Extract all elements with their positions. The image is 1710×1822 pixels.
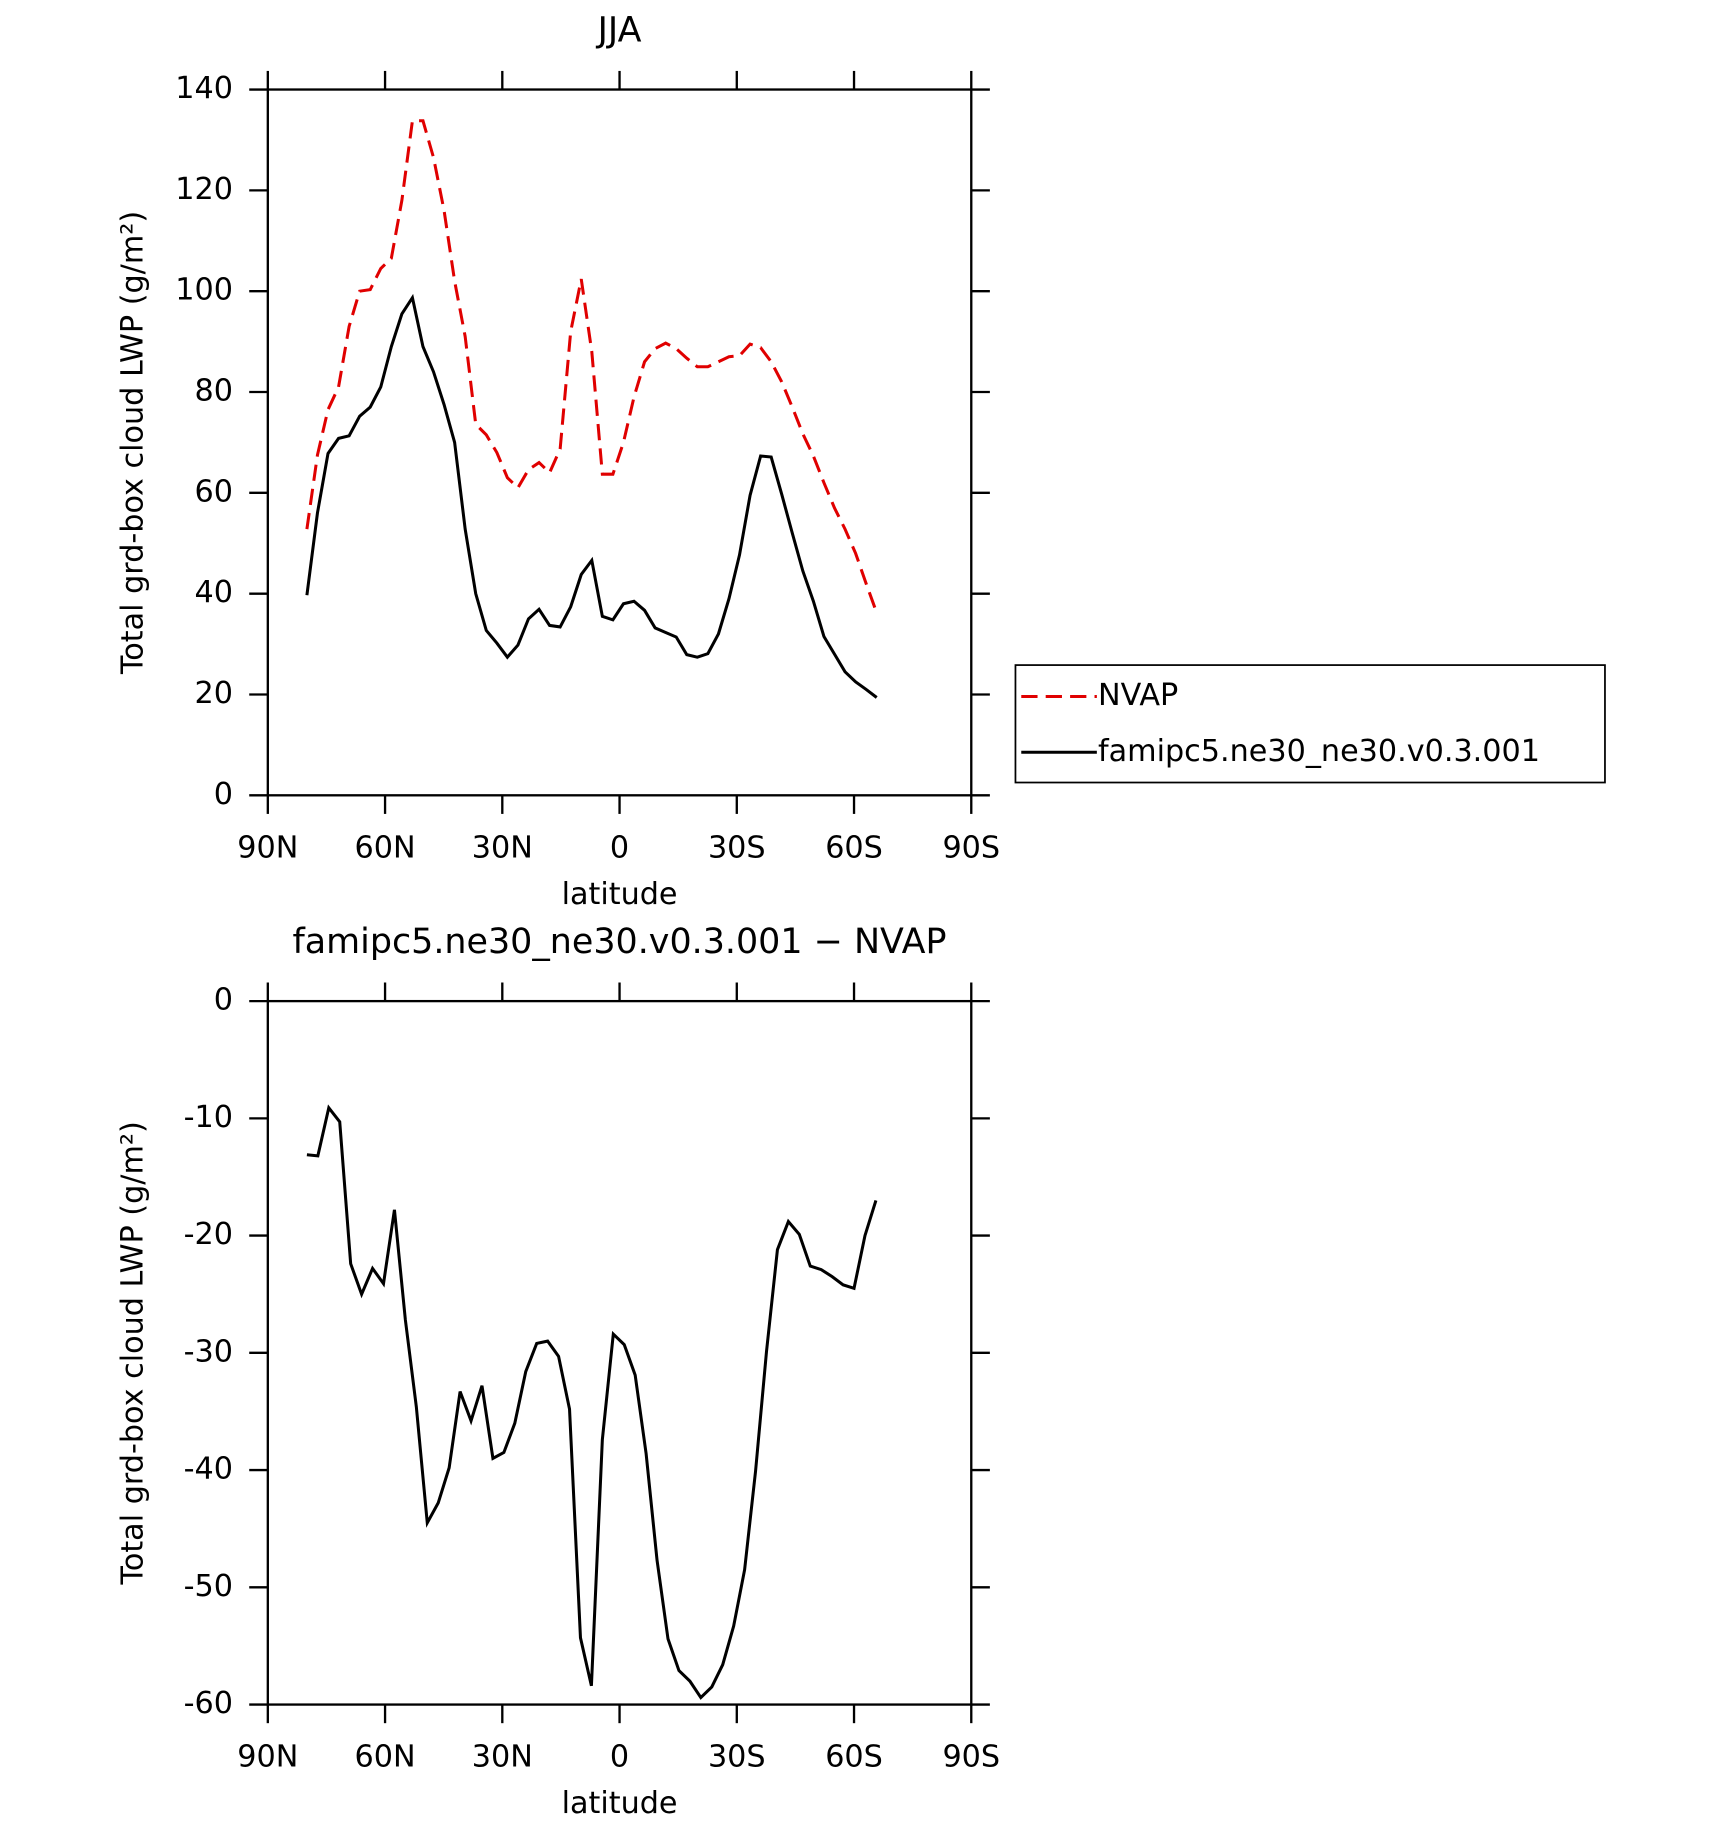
y-tick-label: 60 bbox=[194, 474, 232, 509]
x-tick-label: 30S bbox=[708, 830, 766, 865]
chart-title: JJA bbox=[596, 10, 642, 50]
y-tick-label: 140 bbox=[175, 71, 233, 106]
y-tick-label: 0 bbox=[214, 983, 233, 1018]
x-axis-label: latitude bbox=[562, 1786, 678, 1821]
x-tick-label: 60N bbox=[355, 1740, 416, 1775]
x-tick-label: 90S bbox=[942, 830, 1000, 865]
y-tick-label: 120 bbox=[175, 172, 233, 207]
chart-title: famipc5.ne30_ne30.v0.3.001 − NVAP bbox=[293, 922, 947, 962]
y-tick-label: -60 bbox=[184, 1686, 233, 1721]
y-tick-label: -30 bbox=[184, 1334, 233, 1369]
x-tick-label: 30N bbox=[472, 1740, 533, 1775]
y-tick-label: 100 bbox=[175, 273, 233, 308]
data-line bbox=[305, 293, 878, 699]
x-tick-label: 60S bbox=[825, 1740, 883, 1775]
x-tick-label: 60S bbox=[825, 830, 883, 865]
data-line bbox=[306, 1104, 878, 1700]
y-tick-label: -10 bbox=[184, 1100, 233, 1135]
y-tick-label: -40 bbox=[184, 1452, 233, 1487]
plot-frame bbox=[266, 999, 973, 1706]
y-tick-label: 40 bbox=[194, 575, 232, 610]
y-tick-label: -50 bbox=[184, 1569, 233, 1604]
x-tick-label: 30N bbox=[472, 830, 533, 865]
x-tick-label: 0 bbox=[610, 1740, 629, 1775]
x-axis-label: latitude bbox=[562, 877, 678, 912]
x-tick-label: 0 bbox=[610, 830, 629, 865]
legend-label: NVAP bbox=[1098, 678, 1178, 713]
y-tick-label: 20 bbox=[194, 676, 232, 711]
y-axis-label: Total grd-box cloud LWP (g/m²) bbox=[116, 211, 151, 675]
y-tick-label: 0 bbox=[214, 777, 233, 812]
x-tick-label: 30S bbox=[708, 1740, 766, 1775]
x-tick-label: 90N bbox=[237, 1740, 298, 1775]
x-tick-label: 90S bbox=[942, 1740, 1000, 1775]
y-axis-label: Total grd-box cloud LWP (g/m²) bbox=[116, 1121, 151, 1585]
x-tick-label: 90N bbox=[237, 830, 298, 865]
data-line bbox=[305, 119, 879, 614]
x-tick-label: 60N bbox=[355, 830, 416, 865]
y-tick-label: 80 bbox=[194, 374, 232, 409]
y-tick-label: -20 bbox=[184, 1217, 233, 1252]
legend-label: famipc5.ne30_ne30.v0.3.001 bbox=[1098, 734, 1540, 769]
legend-box bbox=[1014, 664, 1606, 784]
